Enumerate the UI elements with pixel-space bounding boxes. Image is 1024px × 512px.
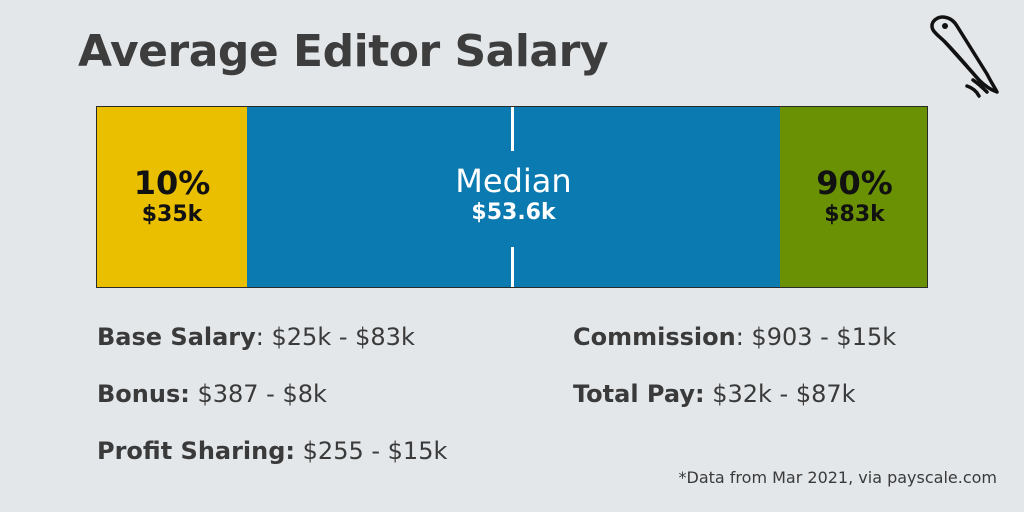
- stat-base-salary-value: : $25k - $83k: [255, 323, 415, 351]
- stat-bonus-value: $387 - $8k: [189, 380, 327, 408]
- stat-commission-label: Commission: [573, 323, 736, 351]
- median-label: Median: [455, 162, 572, 200]
- stat-total-pay: Total Pay: $32k - $87k: [573, 380, 856, 408]
- p90-label: 90%: [816, 164, 893, 202]
- bird-feather-icon: [930, 15, 999, 98]
- p90-value: $83k: [824, 202, 885, 227]
- stat-total-pay-label: Total Pay:: [573, 380, 705, 408]
- segment-median: Median $53.6k: [247, 107, 780, 287]
- stat-commission: Commission: $903 - $15k: [573, 323, 896, 351]
- stat-total-pay-value: $32k - $87k: [704, 380, 856, 408]
- stat-base-salary-label: Base Salary: [97, 323, 256, 351]
- stat-base-salary: Base Salary: $25k - $83k: [97, 323, 415, 351]
- median-tick-top: [511, 107, 514, 151]
- stat-commission-value: : $903 - $15k: [735, 323, 897, 351]
- stat-bonus-label: Bonus:: [97, 380, 190, 408]
- p10-label: 10%: [133, 164, 211, 202]
- stat-bonus: Bonus: $387 - $8k: [97, 380, 327, 408]
- source-footnote: *Data from Mar 2021, via payscale.com: [678, 468, 998, 487]
- p10-value: $35k: [141, 202, 203, 227]
- median-value: $53.6k: [471, 200, 556, 225]
- stat-profit-sharing-label: Profit Sharing:: [97, 437, 296, 465]
- stat-profit-sharing: Profit Sharing: $255 - $15k: [97, 437, 447, 465]
- median-tick-bottom: [511, 247, 514, 287]
- salary-range-bar: 10% $35k Median $53.6k 90% $83k: [96, 106, 928, 288]
- segment-p90: 90% $83k: [780, 107, 927, 287]
- page-title: Average Editor Salary: [78, 26, 609, 77]
- stat-profit-sharing-value: $255 - $15k: [295, 437, 448, 465]
- segment-p10: 10% $35k: [97, 107, 247, 287]
